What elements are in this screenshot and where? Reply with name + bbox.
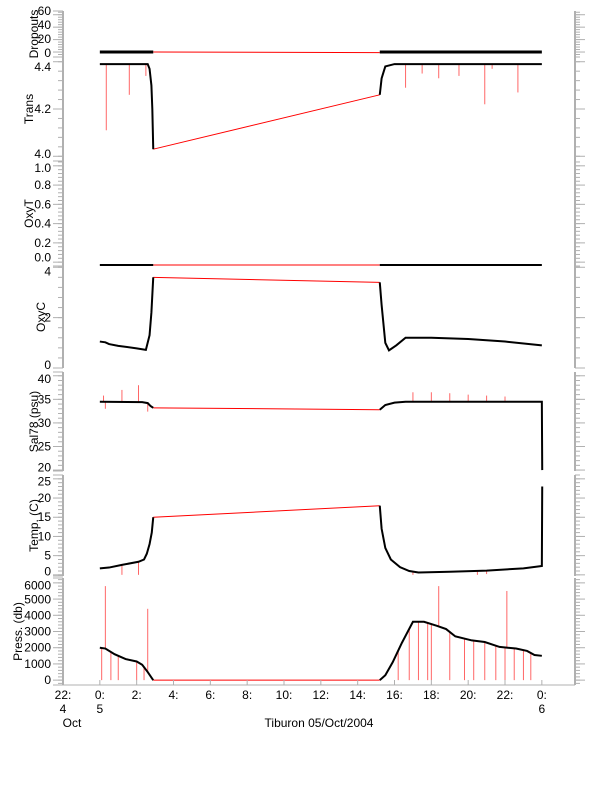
interpolated-gap-line (153, 505, 380, 518)
x-tick-month: Oct (63, 716, 82, 730)
y-axis-label: Press. (db) (11, 602, 25, 661)
y-tick-label: 30 (38, 416, 52, 430)
x-tick-label: 8: (242, 688, 252, 702)
x-tick-date: 4 (60, 702, 67, 716)
y-tick-label: 0.0 (34, 251, 51, 265)
y-tick-label: 15 (38, 510, 52, 524)
y-axis-label: OxyT (22, 199, 36, 228)
x-tick-label: 0: (537, 688, 547, 702)
y-tick-label: 60 (38, 4, 52, 18)
x-tick-label: 4: (168, 688, 178, 702)
y-axis-label: Temp. (C) (27, 499, 41, 552)
data-line (99, 517, 155, 570)
x-axis-title: Tiburon 05/Oct/2004 (265, 716, 374, 730)
y-tick-label: 4.0 (34, 147, 51, 161)
y-tick-label: 0.4 (34, 217, 51, 231)
y-tick-label: 0.8 (34, 178, 51, 192)
data-line (99, 277, 155, 352)
data-line (379, 400, 544, 471)
data-line (379, 620, 542, 681)
y-tick-label: 2000 (24, 641, 51, 655)
y-tick-label: 25 (38, 439, 52, 453)
y-tick-label: 40 (38, 18, 52, 32)
y-tick-label: 0.6 (34, 197, 51, 211)
x-tick-label: 16: (386, 688, 403, 702)
y-tick-label: 5 (44, 549, 51, 563)
x-tick-label: 18: (423, 688, 440, 702)
y-tick-label: 1000 (24, 657, 51, 671)
y-axis-label: Sal78 (psu) (27, 391, 41, 452)
y-tick-label: 0.2 (34, 236, 51, 250)
y-tick-label: 20 (38, 491, 52, 505)
panel-temp: 0 5 10 15 20 25 Temp. (C) (27, 474, 585, 579)
y-axis-label: Dropouts (27, 10, 41, 59)
y-tick-label: 20 (38, 32, 52, 46)
data-line (378, 282, 542, 352)
data-line (99, 400, 154, 409)
data-line (378, 63, 542, 95)
x-tick-label: 2: (132, 688, 142, 702)
y-tick-label: 0 (44, 565, 51, 579)
y-tick-label: 2 (44, 311, 51, 325)
y-tick-label: 40 (38, 372, 52, 386)
x-tick-label: 12: (312, 688, 329, 702)
x-tick-date: 5 (96, 702, 103, 716)
y-tick-label: 3000 (24, 625, 51, 639)
x-tick-label: 0: (95, 688, 105, 702)
panel-oxyc: 0 2 4 OxyC (34, 265, 585, 372)
y-tick-label: 4000 (24, 608, 51, 622)
y-tick-label: 10 (38, 529, 52, 543)
panel-trans: 4.0 4.2 4.4 Trans (22, 56, 585, 162)
data-line (99, 63, 155, 150)
data-line (99, 646, 155, 681)
x-tick-label: 14: (349, 688, 366, 702)
x-tick-date: 6 (539, 702, 546, 716)
y-axis-label: OxyC (34, 302, 48, 332)
y-tick-label: 6000 (24, 579, 51, 593)
y-tick-label: 20 (38, 460, 52, 474)
y-tick-label: 4.4 (34, 60, 51, 74)
y-tick-label: 4.2 (34, 102, 51, 116)
y-tick-label: 0 (44, 673, 51, 687)
y-tick-label: 0 (44, 358, 51, 372)
interpolated-gap-line (153, 51, 380, 54)
x-tick-label: 22: (55, 688, 72, 702)
x-tick-label: 10: (276, 688, 293, 702)
y-tick-label: 5000 (24, 593, 51, 607)
y-tick-label: 35 (38, 392, 52, 406)
y-tick-label: 0 (44, 46, 51, 60)
panel-oxyt: 0.00.2 0.4 0.6 0.8 1.0 OxyT (22, 160, 585, 267)
y-tick-label: 4 (44, 265, 51, 279)
interpolated-gap-line (153, 276, 380, 283)
interpolated-gap-line (153, 407, 380, 411)
y-tick-label: 1.0 (34, 161, 51, 175)
data-line (378, 486, 544, 574)
interpolated-gap-line (153, 94, 380, 150)
y-tick-label: 25 (38, 474, 52, 488)
x-tick-label: 22: (497, 688, 514, 702)
x-tick-label: 6: (205, 688, 215, 702)
x-tick-label: 20: (460, 688, 477, 702)
panel-sal78: 20 25 30 35 40 Sal78 (psu) (27, 371, 585, 474)
y-axis-label: Trans (22, 94, 36, 124)
